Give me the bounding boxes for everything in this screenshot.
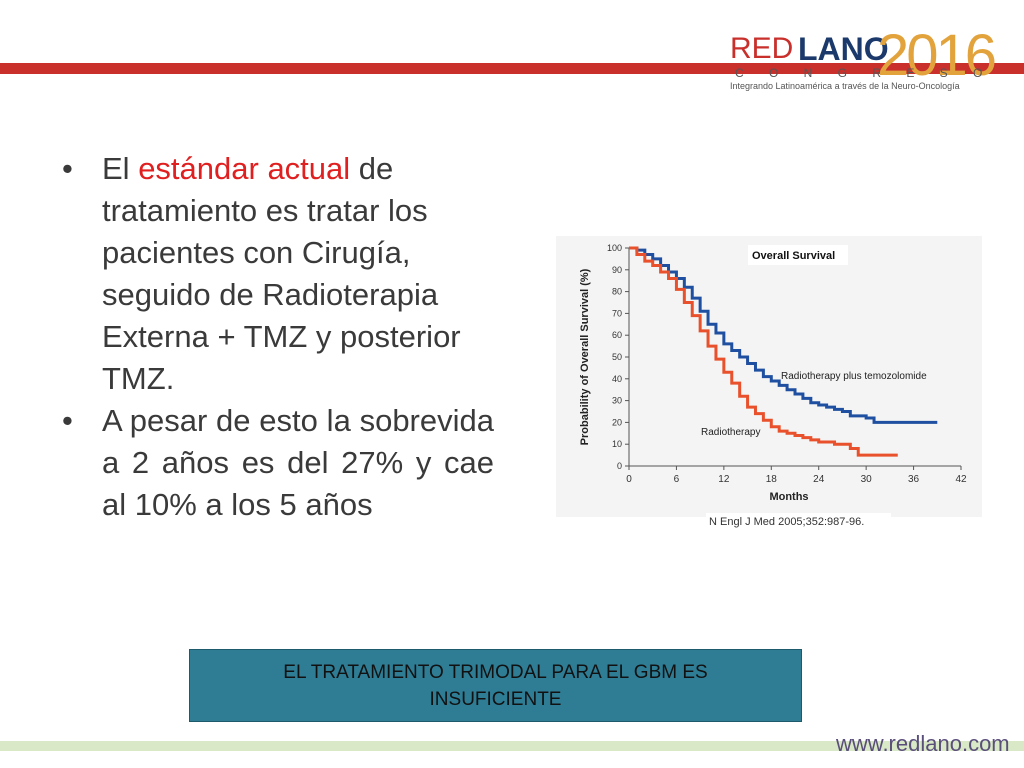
logo-congreso: C O N G R E S O	[735, 66, 994, 80]
y-tick-label: 40	[612, 374, 622, 384]
bullet-item: • A pesar de esto la sobrevida a 2 años …	[62, 400, 494, 526]
chart-citation: N Engl J Med 2005;352:987-96.	[706, 513, 891, 531]
bullet-text: A pesar de esto la sobrevida a 2 años es…	[102, 403, 494, 522]
survival-chart: 0 10 20 30 40 50 60 70 80 90 100 0 6 12 18 24 30 36 42 Mont…	[556, 236, 982, 517]
survival-chart-svg: 0 10 20 30 40 50 60 70 80 90 100 0 6 12 18 24 30 36 42 Mont…	[579, 243, 967, 503]
series-label-1: Radiotherapy plus temozolomide	[781, 371, 927, 382]
bullet-text-post: de tratamiento es tratar los pacientes c…	[102, 151, 461, 396]
x-tick-label: 0	[626, 474, 632, 485]
bullet-item: • El estándar actual de tratamiento es t…	[62, 148, 494, 400]
bullet-text-pre: El	[102, 151, 139, 186]
chart-title-box	[748, 245, 848, 265]
y-axis-label: Probability of Overall Survival (%)	[579, 268, 591, 445]
y-tick-label: 70	[612, 308, 622, 318]
y-tick-label: 10	[612, 439, 622, 449]
highlighted-text: estándar actual	[138, 151, 351, 186]
x-axis-label: Months	[769, 491, 808, 503]
series-label-2: Radiotherapy	[701, 427, 760, 438]
y-tick-label: 80	[612, 287, 622, 297]
x-tick-label: 24	[813, 474, 825, 485]
footer-green-bar	[0, 741, 1024, 751]
bullet-text: El estándar actual de tratamiento es tra…	[102, 151, 461, 396]
logo-text-lano: LANO	[798, 31, 889, 67]
y-tick-label: 60	[612, 330, 622, 340]
x-tick-label: 18	[766, 474, 778, 485]
y-tick-label: 0	[617, 461, 622, 471]
series-line-2	[629, 246, 898, 457]
y-tick-label: 90	[612, 265, 622, 275]
chart-title: Overall Survival	[752, 250, 835, 262]
y-tick-label: 100	[607, 243, 622, 253]
x-tick-label: 12	[718, 474, 730, 485]
bullet-list: • El estándar actual de tratamiento es t…	[62, 148, 494, 526]
series-line-1	[629, 246, 938, 424]
bullet-dot: •	[62, 151, 73, 186]
banner-line-2: INSUFICIENTE	[429, 689, 562, 710]
x-tick-label: 42	[955, 474, 967, 485]
banner-line-1: EL TRATAMIENTO TRIMODAL PARA EL GBM ES	[283, 662, 708, 683]
x-tick-label: 6	[674, 474, 680, 485]
logo-year: 2016	[877, 23, 997, 88]
conclusion-banner: EL TRATAMIENTO TRIMODAL PARA EL GBM ES I…	[189, 649, 802, 722]
y-tick-label: 50	[612, 352, 622, 362]
x-tick-label: 36	[908, 474, 920, 485]
bullet-dot: •	[62, 403, 73, 438]
y-tick-label: 30	[612, 396, 622, 406]
header-red-bar	[0, 63, 1024, 74]
logo-tagline: Integrando Latinoamérica a través de la …	[730, 81, 960, 91]
logo-text-red: RED	[730, 32, 794, 65]
website-url: www.redlano.com	[836, 731, 1010, 756]
congress-logo: RED LANO 2016 C O N G R E S O Integrando…	[727, 22, 997, 94]
x-tick-label: 30	[861, 474, 873, 485]
y-tick-label: 20	[612, 417, 622, 427]
